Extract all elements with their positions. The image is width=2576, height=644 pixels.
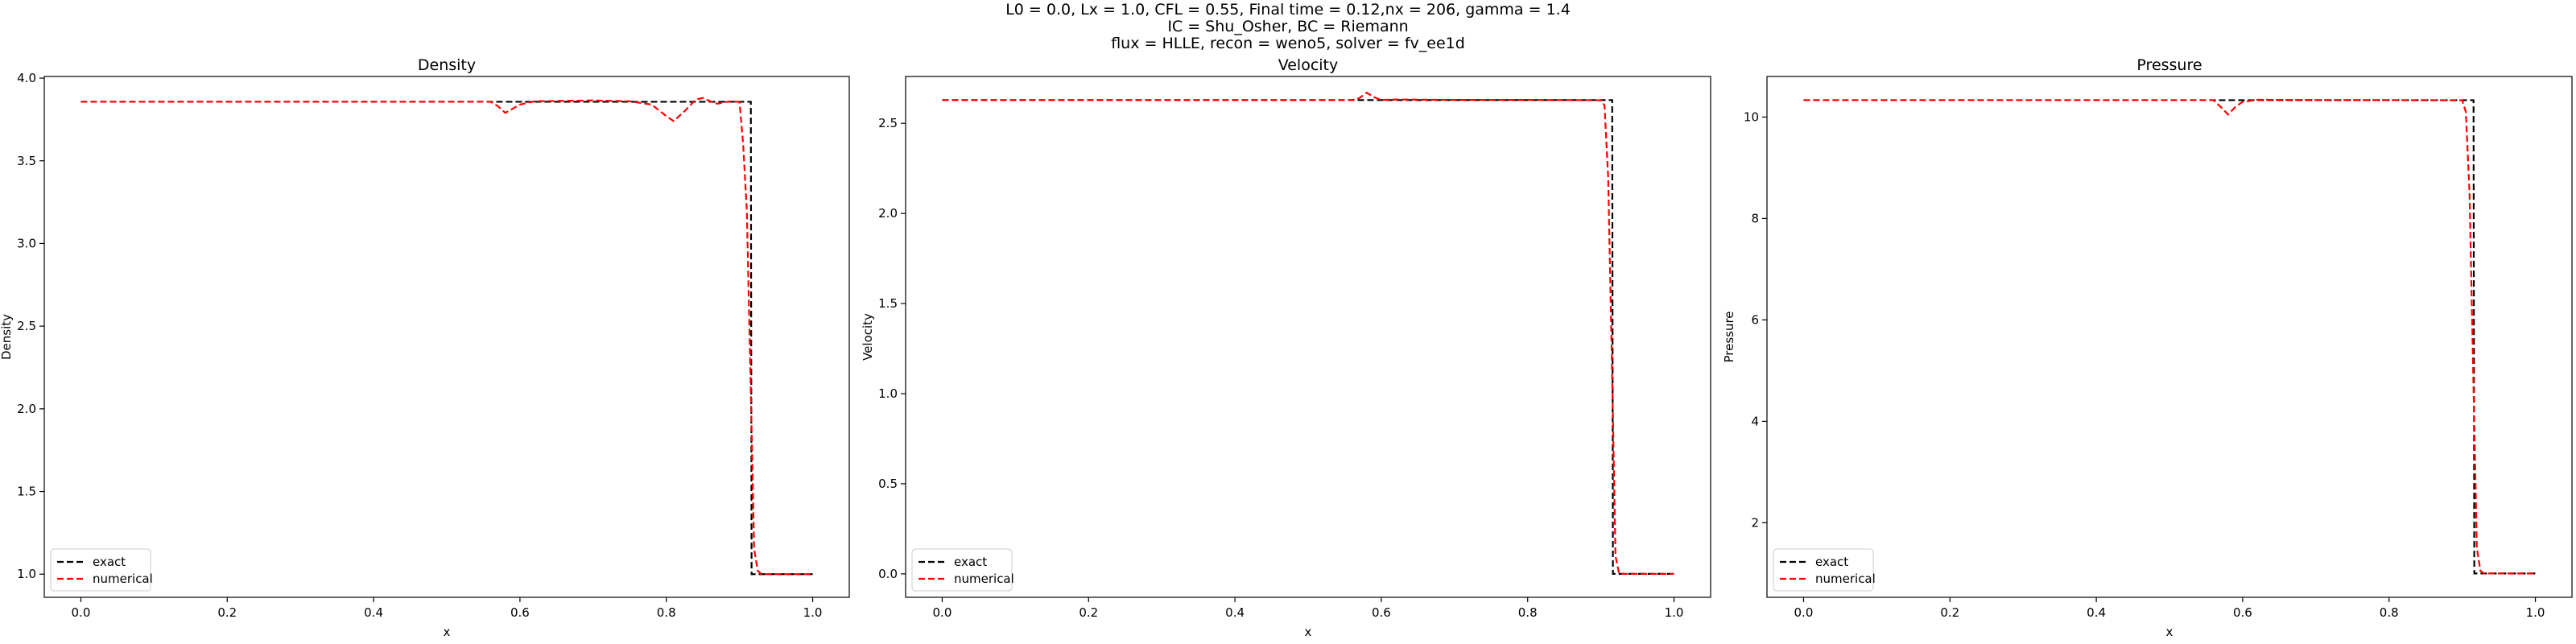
y-tick-label: 6 bbox=[1751, 312, 1759, 327]
x-axis-label: x bbox=[1305, 625, 1312, 639]
legend-label-numerical: numerical bbox=[954, 572, 1014, 586]
axes-frame bbox=[1766, 76, 2573, 598]
series-line-numerical bbox=[1803, 98, 2536, 575]
y-tick-label: 2.0 bbox=[878, 206, 898, 221]
x-tick-label: 0.0 bbox=[933, 605, 952, 620]
legend-label-numerical: numerical bbox=[93, 572, 153, 586]
x-tick-label: 0.8 bbox=[1518, 605, 1538, 620]
y-tick-label: 1.0 bbox=[878, 386, 898, 401]
y-tick-label: 4 bbox=[1751, 414, 1759, 428]
legend-label-exact: exact bbox=[93, 555, 126, 569]
subplot-density: 0.0 0.2 0.4 0.6 0.8 1.0 1.0 1.5 2.0 2.5 3.0 3.5 4.0 D… bbox=[0, 56, 850, 639]
y-tick-label: 3.5 bbox=[17, 154, 36, 168]
y-axis-label: Velocity bbox=[861, 313, 875, 361]
x-tick-label: 0.2 bbox=[1079, 605, 1098, 620]
x-tick-label: 1.0 bbox=[1665, 605, 1684, 620]
series-line-exact bbox=[80, 101, 813, 576]
y-tick-label: 1.0 bbox=[17, 567, 36, 581]
legend-label-exact: exact bbox=[954, 555, 987, 569]
series-line-numerical bbox=[942, 91, 1674, 576]
y-tick-label: 2.5 bbox=[17, 319, 36, 333]
series-line-exact bbox=[942, 99, 1674, 576]
suptitle-line-3: flux = HLLE, recon = weno5, solver = fv_… bbox=[1111, 35, 1465, 52]
y-tick-label: 10 bbox=[1744, 109, 1759, 124]
y-tick-label: 1.5 bbox=[878, 296, 898, 311]
x-tick-label: 0.0 bbox=[72, 605, 91, 620]
x-tick-label: 0.4 bbox=[2087, 605, 2106, 620]
x-tick-label: 0.6 bbox=[510, 605, 530, 620]
suptitle-line-1: L0 = 0.0, Lx = 1.0, CFL = 0.55, Final ti… bbox=[1005, 1, 1571, 19]
legend-label-numerical: numerical bbox=[1815, 572, 1876, 586]
legend-label-exact: exact bbox=[1815, 555, 1848, 569]
series-group bbox=[1803, 98, 2536, 575]
y-axis-label: Density bbox=[0, 314, 14, 360]
series-line-numerical bbox=[80, 97, 813, 576]
x-axis-label: x bbox=[2166, 625, 2174, 639]
series-group bbox=[942, 91, 1674, 576]
y-tick-label: 0.0 bbox=[878, 567, 898, 581]
y-tick-label: 1.5 bbox=[17, 485, 36, 499]
x-tick-label: 1.0 bbox=[803, 605, 823, 620]
subplot-pressure: 0.0 0.2 0.4 0.6 0.8 1.0 2 4 6 8 10 Pressure x Pressur… bbox=[1722, 56, 2573, 639]
x-tick-label: 0.2 bbox=[217, 605, 237, 620]
y-tick-label: 0.5 bbox=[878, 477, 898, 491]
subplot-velocity: 0.0 0.2 0.4 0.6 0.8 1.0 0.0 0.5 1.0 1.5 2.0 2.5 Velo… bbox=[861, 56, 1711, 639]
x-tick-label: 0.4 bbox=[364, 605, 383, 620]
suptitle-line-2: IC = Shu_Osher, BC = Riemann bbox=[1167, 18, 1408, 35]
legend-box bbox=[911, 548, 1013, 592]
series-line-exact bbox=[1803, 99, 2536, 575]
legend: exact numerical bbox=[1773, 548, 1876, 592]
subplot-title: Density bbox=[418, 56, 476, 74]
legend: exact numerical bbox=[50, 548, 153, 592]
series-group bbox=[80, 97, 813, 576]
subplots: 0.0 0.2 0.4 0.6 0.8 1.0 1.0 1.5 2.0 2.5 3.0 3.5 4.0 D… bbox=[0, 56, 2573, 639]
x-tick-label: 1.0 bbox=[2526, 605, 2545, 620]
y-tick-label: 8 bbox=[1751, 211, 1759, 225]
y-tick-label: 4.0 bbox=[17, 71, 36, 85]
subplot-title: Pressure bbox=[2136, 56, 2202, 74]
y-tick-label: 2.5 bbox=[878, 116, 898, 130]
axes-frame bbox=[43, 76, 850, 598]
y-tick-label: 2 bbox=[1751, 515, 1759, 530]
x-tick-label: 0.8 bbox=[2380, 605, 2399, 620]
axes-frame bbox=[905, 76, 1711, 598]
y-axis-label: Pressure bbox=[1722, 311, 1736, 362]
x-tick-label: 0.6 bbox=[1372, 605, 1391, 620]
y-tick-label: 3.0 bbox=[17, 236, 36, 250]
x-tick-label: 0.8 bbox=[657, 605, 676, 620]
legend-box bbox=[1773, 548, 1874, 592]
x-tick-label: 0.4 bbox=[1225, 605, 1245, 620]
x-axis-label: x bbox=[444, 625, 451, 639]
y-tick-label: 2.0 bbox=[17, 402, 36, 416]
legend-box bbox=[50, 548, 151, 592]
x-tick-label: 0.0 bbox=[1794, 605, 1814, 620]
x-tick-label: 0.6 bbox=[2233, 605, 2252, 620]
subplot-title: Velocity bbox=[1278, 56, 1339, 74]
x-tick-label: 0.2 bbox=[1940, 605, 1959, 620]
legend: exact numerical bbox=[911, 548, 1014, 592]
